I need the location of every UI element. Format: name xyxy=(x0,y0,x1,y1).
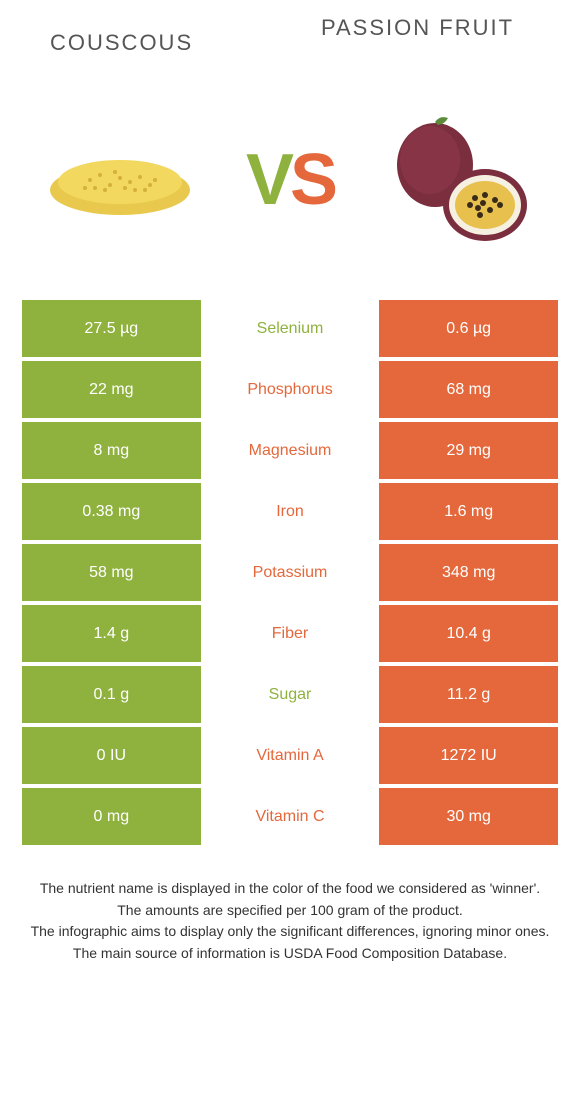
table-row: 0 IUVitamin A1272 IU xyxy=(22,727,558,784)
comparison-table: 27.5 µgSelenium0.6 µg22 mgPhosphorus68 m… xyxy=(0,300,580,845)
right-value: 30 mg xyxy=(379,788,558,845)
table-row: 0.38 mgIron1.6 mg xyxy=(22,483,558,540)
right-value: 68 mg xyxy=(379,361,558,418)
right-food-title: Passion fruit xyxy=(295,10,540,41)
right-value: 10.4 g xyxy=(379,605,558,662)
right-value: 1.6 mg xyxy=(379,483,558,540)
table-row: 0 mgVitamin C30 mg xyxy=(22,788,558,845)
table-row: 58 mgPotassium348 mg xyxy=(22,544,558,601)
nutrient-label: Vitamin C xyxy=(201,788,380,845)
vs-label: VS xyxy=(246,139,334,221)
left-value: 0.1 g xyxy=(22,666,201,723)
left-value: 8 mg xyxy=(22,422,201,479)
right-value: 348 mg xyxy=(379,544,558,601)
footnote-line: The nutrient name is displayed in the co… xyxy=(20,879,560,899)
image-row: VS xyxy=(0,90,580,270)
nutrient-label: Iron xyxy=(201,483,380,540)
table-row: 27.5 µgSelenium0.6 µg xyxy=(22,300,558,357)
footnote-line: The amounts are specified per 100 gram o… xyxy=(20,901,560,921)
nutrient-label: Vitamin A xyxy=(201,727,380,784)
table-row: 22 mgPhosphorus68 mg xyxy=(22,361,558,418)
nutrient-label: Phosphorus xyxy=(201,361,380,418)
table-row: 0.1 gSugar11.2 g xyxy=(22,666,558,723)
footnote: The nutrient name is displayed in the co… xyxy=(0,849,580,963)
left-value: 0 IU xyxy=(22,727,201,784)
left-value: 0 mg xyxy=(22,788,201,845)
nutrient-label: Magnesium xyxy=(201,422,380,479)
left-value: 27.5 µg xyxy=(22,300,201,357)
vs-s: S xyxy=(290,140,334,220)
passion-fruit-icon xyxy=(380,110,540,250)
right-value: 29 mg xyxy=(379,422,558,479)
nutrient-label: Potassium xyxy=(201,544,380,601)
nutrient-label: Sugar xyxy=(201,666,380,723)
left-food-title: Couscous xyxy=(40,10,295,56)
right-value: 1272 IU xyxy=(379,727,558,784)
left-value: 0.38 mg xyxy=(22,483,201,540)
footnote-line: The main source of information is USDA F… xyxy=(20,944,560,964)
left-value: 22 mg xyxy=(22,361,201,418)
table-row: 8 mgMagnesium29 mg xyxy=(22,422,558,479)
footnote-line: The infographic aims to display only the… xyxy=(20,922,560,942)
left-value: 1.4 g xyxy=(22,605,201,662)
couscous-icon xyxy=(40,110,200,250)
table-row: 1.4 gFiber10.4 g xyxy=(22,605,558,662)
right-value: 11.2 g xyxy=(379,666,558,723)
left-value: 58 mg xyxy=(22,544,201,601)
header: Couscous Passion fruit xyxy=(0,0,580,90)
vs-v: V xyxy=(246,140,290,220)
right-value: 0.6 µg xyxy=(379,300,558,357)
nutrient-label: Fiber xyxy=(201,605,380,662)
nutrient-label: Selenium xyxy=(201,300,380,357)
